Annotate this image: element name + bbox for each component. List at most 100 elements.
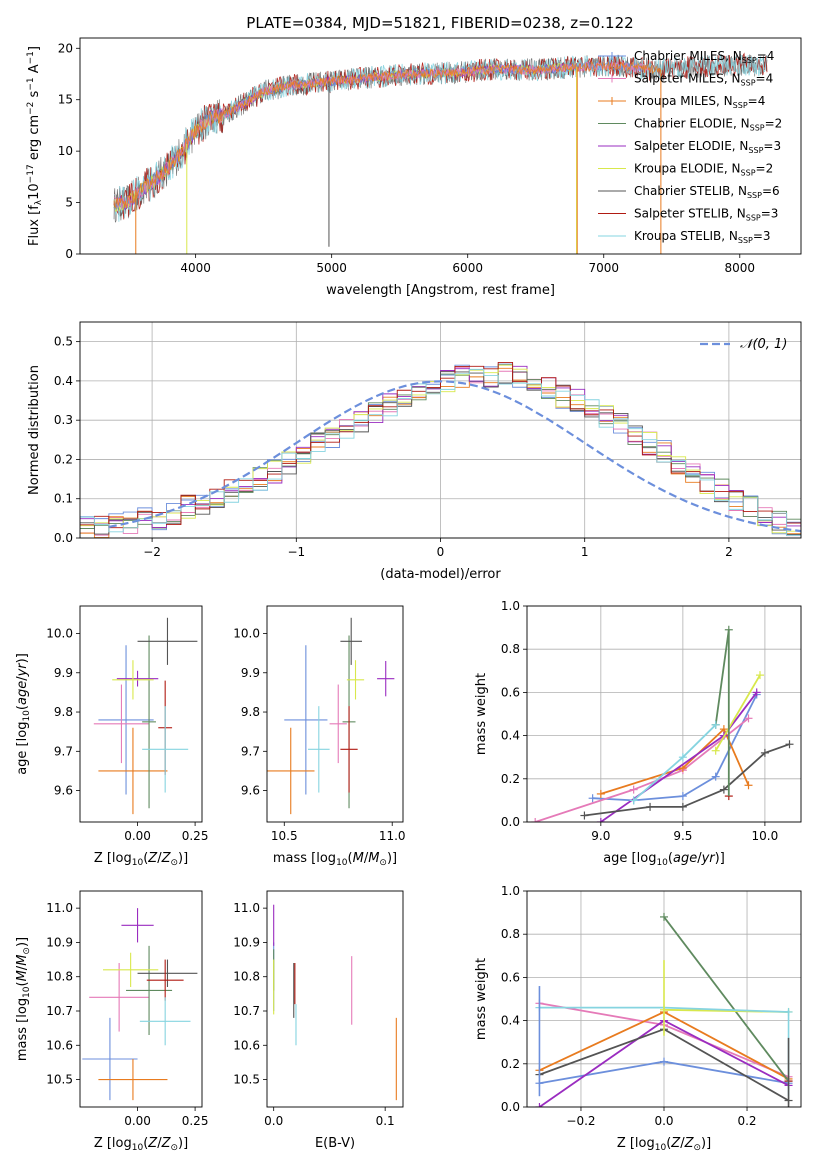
legend-label: Chabrier MILES, NSSP=4 <box>634 49 774 65</box>
series-marker <box>678 792 687 801</box>
series-marker <box>752 688 761 697</box>
series-marker <box>629 796 638 805</box>
mass-vs-Z-panel: 0.00 0.25 10.5 10.6 10.7 10.8 10.9 11.0 Z [log10… <box>15 890 209 1153</box>
x-tick-label: 2 <box>725 545 733 559</box>
legend-label: 𝒩(0, 1) <box>740 337 787 352</box>
series-marker <box>719 785 728 794</box>
y-tick-label: 9.7 <box>54 744 73 758</box>
series-line <box>714 629 730 725</box>
y-tick-label: 0.2 <box>501 1057 520 1071</box>
x-tick-label: 0.25 <box>182 1114 209 1128</box>
y-tick-label: 0.6 <box>501 685 520 699</box>
series-marker <box>531 818 540 822</box>
axes-frame <box>79 605 203 823</box>
errorbar-point <box>284 645 328 795</box>
axes-frame <box>266 890 404 1108</box>
series-marker <box>785 740 794 749</box>
x-axis-label: mass [log10(M/M⊙)] <box>273 851 397 868</box>
series-marker <box>760 748 769 757</box>
series-marker <box>535 1103 544 1107</box>
errorbar-point <box>93 684 150 764</box>
y-tick-label: 1.0 <box>501 884 520 898</box>
series-marker <box>711 772 720 781</box>
y-tick-label: 9.8 <box>241 705 260 719</box>
x-tick-label: 0.0 <box>654 1114 673 1128</box>
legend-entry: Kroupa STELIB, NSSP=3 <box>598 229 771 245</box>
residuals-panel: −2 −1 0 1 2 0.0 0.1 0.2 0.3 0.4 0.5 𝒩(0, 1) (data-mo… <box>27 321 802 582</box>
y-tick-label: 10.0 <box>46 626 73 640</box>
weight-vs-Z-panel: −0.2 0.0 0.2 0.0 0.2 0.4 0.6 0.8 1.0 Z [log10(Z/Z… <box>474 884 802 1153</box>
series-line <box>600 691 758 822</box>
legend-entry: Salpeter MILES, NSSP=4 <box>598 72 773 88</box>
x-tick-label: 5000 <box>316 261 347 275</box>
series-marker <box>660 912 668 921</box>
gaussian-curve <box>108 380 801 533</box>
x-tick-label: 0.1 <box>376 1114 395 1128</box>
legend-label: Kroupa ELODIE, NSSP=2 <box>634 162 773 178</box>
errorbar-point <box>112 660 154 700</box>
x-tick-label: −1 <box>287 545 305 559</box>
y-tick-label: 0.0 <box>501 815 520 829</box>
y-tick-label: 9.7 <box>241 744 260 758</box>
y-tick-label: 10.7 <box>46 1004 73 1018</box>
errorbar-point <box>89 963 150 1032</box>
x-axis-label: Z [log10(Z/Z⊙)] <box>617 1136 711 1153</box>
errorbar-point <box>98 727 168 815</box>
x-axis-label: E(B-V) <box>315 1136 355 1151</box>
y-tick-label: 9.8 <box>54 705 73 719</box>
x-tick-label: 0.00 <box>124 829 151 843</box>
x-axis-label: Z [log10(Z/Z⊙)] <box>94 851 188 868</box>
legend-label: Salpeter STELIB, NSSP=3 <box>634 207 778 223</box>
legend-entry: Chabrier ELODIE, NSSP=2 <box>598 117 782 133</box>
y-tick-label: 9.9 <box>54 666 73 680</box>
legend-label: Salpeter ELODIE, NSSP=3 <box>634 139 781 155</box>
axes-frame <box>526 605 802 823</box>
legend-label: Chabrier STELIB, NSSP=6 <box>634 184 780 200</box>
y-tick-label: 10.9 <box>233 935 260 949</box>
x-tick-label: −2 <box>143 545 161 559</box>
y-tick-label: 10.5 <box>46 1073 73 1087</box>
errorbar-point <box>142 706 189 793</box>
y-tick-label: 0 <box>65 247 73 261</box>
x-tick-label: 6000 <box>452 261 483 275</box>
age-vs-mass-panel: 10.5 11.0 9.6 9.7 9.8 9.9 10.0 mass [log10(M/M⊙… <box>233 605 406 868</box>
x-tick-label: 8000 <box>725 261 756 275</box>
y-axis-label: Normed distribution <box>27 365 42 495</box>
y-tick-label: 0.1 <box>54 492 73 506</box>
y-tick-label: 0.4 <box>501 1014 520 1028</box>
errorbar-point <box>139 997 191 1046</box>
errorbar-point <box>103 952 159 987</box>
errorbar-point <box>267 727 315 815</box>
x-tick-label: 7000 <box>588 261 619 275</box>
y-tick-label: 15 <box>58 93 73 107</box>
series-marker <box>588 794 597 803</box>
x-tick-label: 0 <box>437 545 445 559</box>
series-marker <box>678 802 687 811</box>
y-tick-label: 10.6 <box>233 1038 260 1052</box>
y-tick-label: 10.0 <box>233 626 260 640</box>
figure-title: PLATE=0384, MJD=51821, FIBERID=0238, z=0… <box>246 14 633 32</box>
x-tick-label: 10.5 <box>271 829 298 843</box>
y-tick-label: 10 <box>58 144 73 158</box>
y-axis-label: mass [log10(M/M⊙)] <box>15 937 32 1061</box>
series-line <box>663 916 790 1082</box>
series-marker <box>629 785 638 794</box>
y-tick-label: 10.8 <box>233 970 260 984</box>
series-line <box>600 727 750 795</box>
series-marker <box>596 789 605 798</box>
y-tick-label: 0.2 <box>54 452 73 466</box>
y-tick-label: 0.4 <box>54 374 73 388</box>
x-axis-label: wavelength [Angstrom, rest frame] <box>326 283 555 298</box>
y-tick-label: 20 <box>58 41 73 55</box>
x-axis-label: (data-model)/error <box>380 567 501 582</box>
axes-frame <box>79 890 203 1108</box>
series-marker <box>744 781 753 790</box>
x-tick-label: 10.0 <box>752 829 779 843</box>
x-tick-label: 9.5 <box>673 829 692 843</box>
errorbar-point <box>82 1017 138 1101</box>
mass-vs-ebv-panel: 0.0 0.1 10.5 10.6 10.7 10.8 10.9 11.0 E(B-V) <box>233 890 404 1151</box>
errorbar-point <box>116 670 159 687</box>
errorbar-point <box>98 645 154 795</box>
series-marker <box>678 753 687 762</box>
